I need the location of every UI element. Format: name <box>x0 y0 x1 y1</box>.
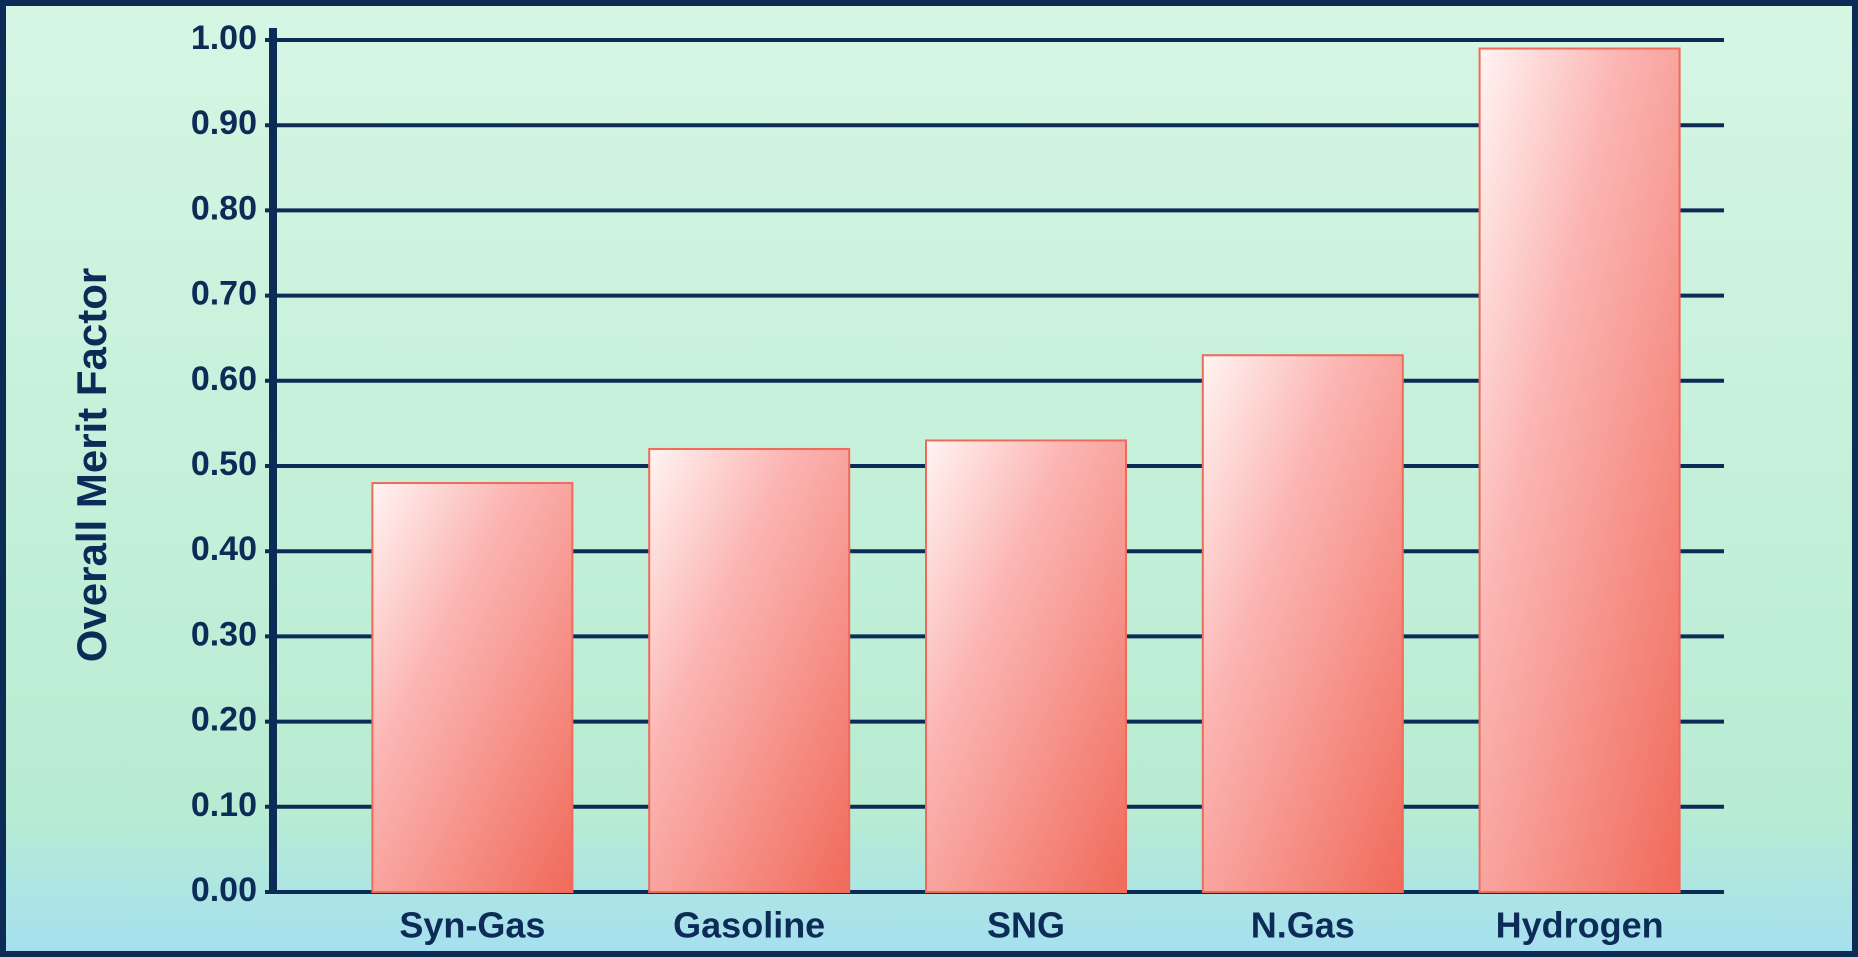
x-tick-label: SNG <box>987 905 1065 946</box>
bar <box>1203 355 1403 892</box>
y-tick-label: 0.90 <box>191 104 257 142</box>
bar <box>1480 49 1680 892</box>
y-tick-label: 0.80 <box>191 189 257 227</box>
y-tick-label: 1.00 <box>191 19 257 57</box>
y-tick-label: 0.10 <box>191 786 257 824</box>
y-tick-label: 0.20 <box>191 701 257 739</box>
page: Overall Merit Factor 0.00 0.10 0.20 0.30 0.4… <box>0 0 1858 957</box>
bar <box>926 440 1126 892</box>
y-axis-title: Overall Merit Factor <box>68 268 115 662</box>
bar <box>372 483 572 892</box>
y-tick-label: 0.30 <box>191 615 257 653</box>
x-tick-label: Gasoline <box>673 905 825 946</box>
x-tick-label: N.Gas <box>1251 905 1355 946</box>
x-tick-label: Hydrogen <box>1496 905 1664 946</box>
y-tick-label: 0.40 <box>191 530 257 568</box>
y-tick-label: 0.70 <box>191 275 257 313</box>
bar <box>649 449 849 892</box>
y-tick-label: 0.00 <box>191 871 257 909</box>
chart: Overall Merit Factor 0.00 0.10 0.20 0.30 0.4… <box>0 0 1858 957</box>
y-tick-label: 0.50 <box>191 445 257 483</box>
y-tick-label: 0.60 <box>191 360 257 398</box>
x-tick-label: Syn-Gas <box>399 905 545 946</box>
